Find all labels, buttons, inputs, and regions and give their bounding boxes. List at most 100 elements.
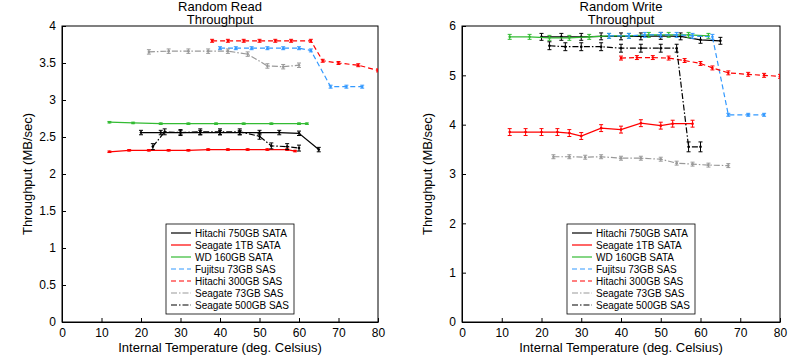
- legend-label: Hitachi 300GB SAS: [195, 276, 283, 287]
- error-bar: [627, 33, 631, 38]
- data-point: [298, 132, 301, 135]
- error-stem: [216, 123, 217, 124]
- series-line: [549, 46, 700, 147]
- error-stem: [318, 147, 319, 151]
- tick: 40: [615, 318, 629, 340]
- error-stem: [148, 50, 149, 54]
- error-cap: [579, 42, 583, 43]
- legend-box: [567, 224, 695, 314]
- error-cap: [762, 77, 766, 78]
- tick-label: 10: [95, 326, 109, 340]
- data-point: [108, 121, 111, 124]
- error-cap: [281, 68, 285, 69]
- error-bar: [659, 157, 663, 161]
- error-bar: [131, 122, 135, 123]
- data-point: [167, 149, 170, 152]
- tick-mark: [141, 318, 142, 322]
- tick-mark: [462, 223, 466, 224]
- error-stem: [692, 120, 693, 127]
- tick: 40: [214, 318, 228, 340]
- error-bar: [238, 129, 242, 135]
- error-stem: [227, 39, 228, 42]
- legend-label: Hitachi 750GB SATA: [596, 228, 688, 239]
- tick: 5: [449, 69, 466, 83]
- data-point: [329, 85, 332, 88]
- error-stem: [243, 123, 244, 124]
- error-cap: [186, 53, 190, 54]
- error-cap: [297, 151, 301, 152]
- data-point: [298, 47, 301, 50]
- data-point: [508, 36, 511, 39]
- data-point: [321, 59, 324, 62]
- tick-label: 1: [49, 241, 56, 255]
- error-cap: [659, 44, 663, 45]
- error-stem: [239, 129, 240, 135]
- data-point: [675, 162, 678, 165]
- error-cap: [675, 44, 679, 45]
- data-point: [640, 157, 643, 160]
- tick-mark: [502, 318, 503, 322]
- data-point: [659, 124, 662, 127]
- error-stem: [310, 49, 311, 52]
- data-point: [580, 45, 583, 48]
- error-cap: [297, 67, 301, 68]
- tick: 80: [774, 318, 788, 340]
- data-point: [707, 164, 710, 167]
- error-cap: [699, 151, 703, 152]
- error-cap: [659, 37, 663, 38]
- error-cap: [163, 128, 167, 129]
- error-cap: [265, 63, 269, 64]
- tick-mark: [378, 318, 379, 322]
- error-stem: [621, 126, 622, 133]
- error-stem: [188, 123, 189, 124]
- tick-mark: [62, 26, 66, 27]
- data-point: [108, 151, 111, 154]
- error-stem: [720, 37, 721, 44]
- error-stem: [322, 59, 323, 62]
- error-cap: [627, 33, 631, 34]
- error-stem: [700, 36, 701, 43]
- data-point: [687, 146, 690, 149]
- data-point: [683, 59, 686, 62]
- error-bar: [297, 131, 301, 135]
- error-stem: [529, 34, 530, 39]
- data-point: [219, 131, 222, 134]
- error-cap: [297, 63, 301, 64]
- error-bar: [587, 34, 591, 39]
- error-cap: [699, 61, 703, 62]
- error-cap: [297, 145, 301, 146]
- error-cap: [627, 33, 631, 34]
- error-cap: [667, 56, 671, 57]
- error-cap: [706, 163, 710, 164]
- tick: 2: [49, 167, 66, 181]
- x-axis: 01020304050607080: [459, 318, 787, 340]
- error-cap: [619, 156, 623, 157]
- data-point: [556, 131, 559, 134]
- error-bar: [297, 63, 301, 67]
- error-cap: [555, 128, 559, 129]
- error-stem: [688, 32, 689, 37]
- error-bar: [607, 33, 611, 38]
- error-cap: [683, 58, 687, 59]
- data-point: [219, 47, 222, 50]
- error-bar: [337, 62, 341, 65]
- error-cap: [524, 135, 528, 136]
- error-bar: [186, 123, 190, 124]
- data-point: [266, 65, 269, 68]
- tick-mark: [462, 125, 466, 126]
- data-point: [227, 50, 230, 53]
- y-axis-title: Throughput (MB/sec): [420, 113, 435, 235]
- data-point: [548, 37, 551, 40]
- tick: 70: [332, 318, 346, 340]
- error-cap: [567, 129, 571, 130]
- data-point: [763, 114, 766, 117]
- tick-label: 30: [575, 326, 589, 340]
- data-point: [608, 35, 611, 38]
- error-cap: [599, 131, 603, 132]
- chart-title: Random ReadThroughput: [178, 0, 262, 27]
- error-bar: [344, 85, 348, 88]
- error-cap: [675, 37, 679, 38]
- tick-label: 4: [49, 19, 56, 33]
- chart-title: Random WriteThroughput: [580, 0, 663, 27]
- tick-mark: [62, 322, 66, 323]
